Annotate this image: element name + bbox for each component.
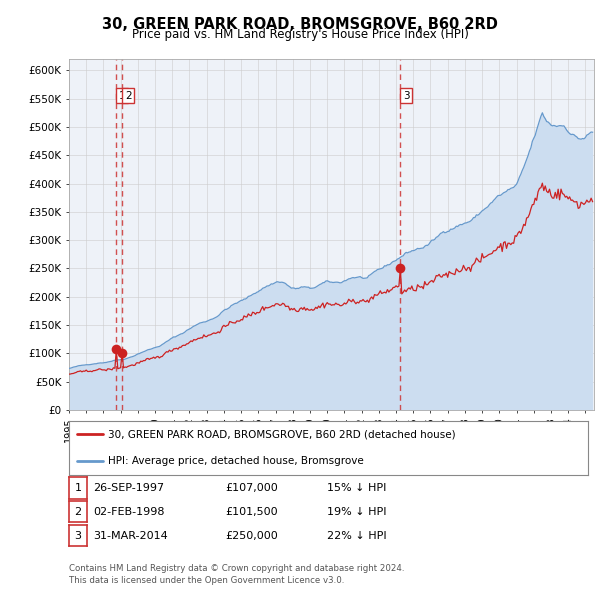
Text: 02-FEB-1998: 02-FEB-1998 <box>93 507 164 516</box>
Text: Contains HM Land Registry data © Crown copyright and database right 2024.
This d: Contains HM Land Registry data © Crown c… <box>69 565 404 585</box>
Text: 1: 1 <box>74 483 82 493</box>
Text: 31-MAR-2014: 31-MAR-2014 <box>93 531 168 540</box>
Text: HPI: Average price, detached house, Bromsgrove: HPI: Average price, detached house, Brom… <box>108 457 364 466</box>
Text: 30, GREEN PARK ROAD, BROMSGROVE, B60 2RD: 30, GREEN PARK ROAD, BROMSGROVE, B60 2RD <box>102 17 498 31</box>
Text: £107,000: £107,000 <box>225 483 278 493</box>
Text: 30, GREEN PARK ROAD, BROMSGROVE, B60 2RD (detached house): 30, GREEN PARK ROAD, BROMSGROVE, B60 2RD… <box>108 430 455 439</box>
Text: 1: 1 <box>119 91 125 101</box>
Text: 3: 3 <box>74 531 82 540</box>
Text: 3: 3 <box>403 91 410 101</box>
Text: £250,000: £250,000 <box>225 531 278 540</box>
Text: 26-SEP-1997: 26-SEP-1997 <box>93 483 164 493</box>
Text: 15% ↓ HPI: 15% ↓ HPI <box>327 483 386 493</box>
Text: Price paid vs. HM Land Registry's House Price Index (HPI): Price paid vs. HM Land Registry's House … <box>131 28 469 41</box>
Text: £101,500: £101,500 <box>225 507 278 516</box>
Text: 2: 2 <box>74 507 82 516</box>
Text: 19% ↓ HPI: 19% ↓ HPI <box>327 507 386 516</box>
Text: 22% ↓ HPI: 22% ↓ HPI <box>327 531 386 540</box>
Text: 2: 2 <box>125 91 131 101</box>
